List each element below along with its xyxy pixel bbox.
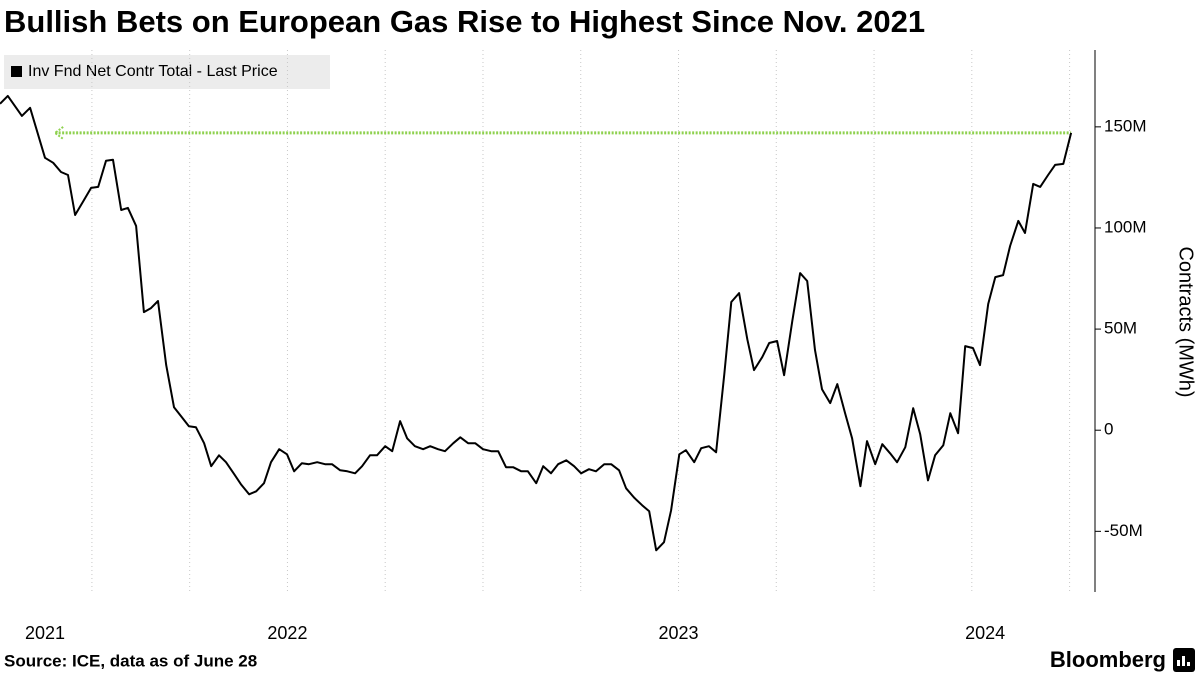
brand-icon-bar — [1182, 656, 1185, 666]
brand: Bloomberg — [1050, 647, 1166, 672]
legend-swatch — [11, 66, 22, 77]
x-tick-label: 2022 — [267, 623, 307, 643]
y-tick-label: 150M — [1104, 116, 1147, 135]
brand-icon-bar — [1187, 662, 1190, 666]
legend-label: Inv Fnd Net Contr Total - Last Price — [28, 63, 278, 80]
y-axis-label: Contracts (MWh) — [1175, 246, 1197, 397]
y-tick-label: 0 — [1104, 420, 1113, 439]
y-tick-label: 100M — [1104, 217, 1147, 236]
legend-box — [4, 55, 330, 89]
x-tick-label: 2021 — [25, 623, 65, 643]
source: Source: ICE, data as of June 28 — [4, 651, 257, 670]
chart-title: Bullish Bets on European Gas Rise to Hig… — [4, 4, 925, 39]
x-tick-label: 2023 — [658, 623, 698, 643]
x-tick-label: 2024 — [965, 623, 1005, 643]
data-line — [0, 94, 1073, 552]
y-tick-label: -50M — [1104, 521, 1143, 540]
y-tick-label: 50M — [1104, 319, 1137, 338]
brand-icon-bar — [1177, 660, 1180, 666]
